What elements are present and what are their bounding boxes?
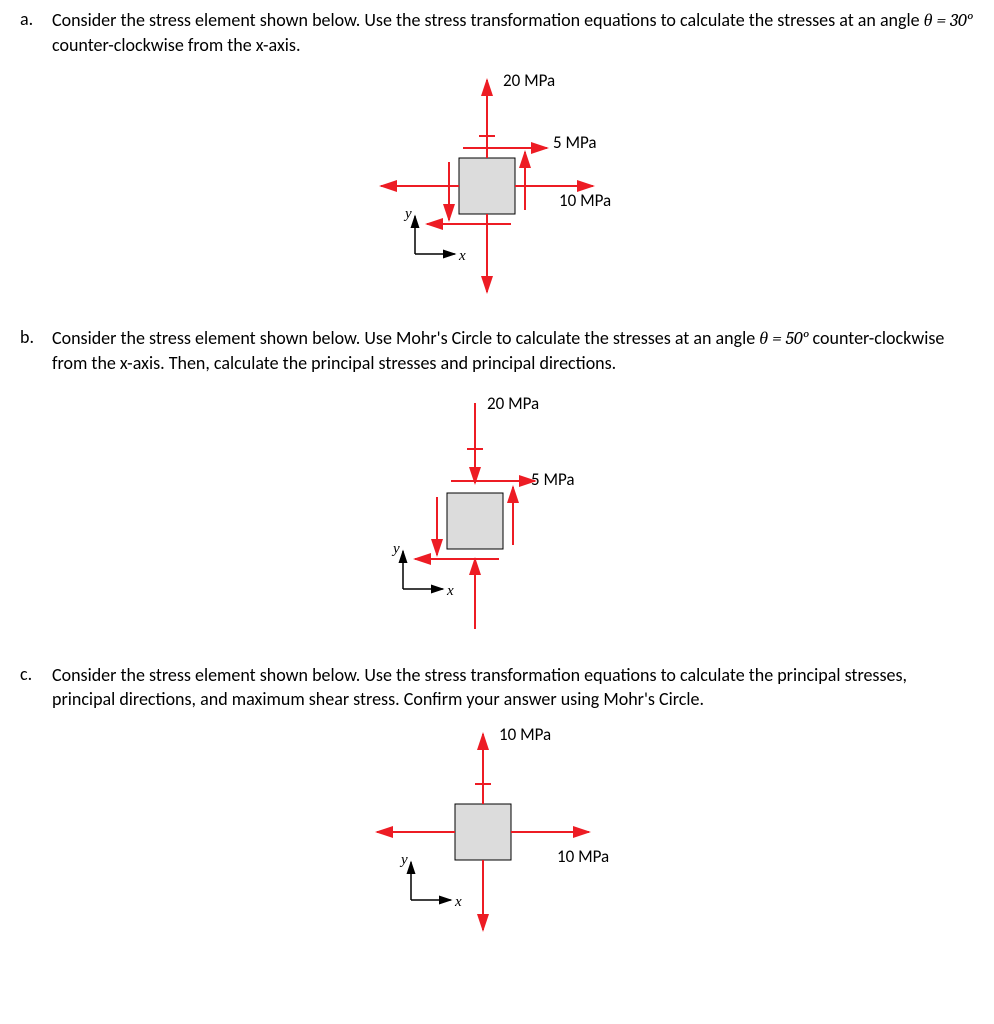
axis-x-label-b: x bbox=[446, 583, 454, 599]
stress-element-box-c bbox=[455, 804, 511, 860]
axis-y-label-c: y bbox=[399, 852, 408, 868]
problem-b-text: Consider the stress element shown below.… bbox=[52, 326, 974, 376]
stress-element-box-b bbox=[447, 493, 503, 549]
sigma-y-label-b: 20 MPa bbox=[487, 393, 539, 414]
sigma-x-label: 10 MPa bbox=[559, 190, 611, 211]
problem-a: a. Consider the stress element shown bel… bbox=[20, 8, 974, 58]
problem-c-label: c. bbox=[20, 663, 52, 712]
problem-a-text: Consider the stress element shown below.… bbox=[52, 8, 974, 58]
problem-a-text-1: Consider the stress element shown below.… bbox=[52, 9, 924, 31]
problem-b-theta: θ = 50° bbox=[759, 328, 808, 349]
sigma-x-label-c: 10 MPa bbox=[557, 846, 609, 867]
problem-a-text-2: counter-clockwise from the x-axis. bbox=[52, 34, 301, 56]
sigma-y-label-c: 10 MPa bbox=[499, 724, 551, 745]
diagram-b: x y 20 MPa 5 MPa bbox=[20, 385, 974, 645]
diagram-b-svg: x y 20 MPa 5 MPa bbox=[317, 385, 677, 645]
axis-y-label: y bbox=[403, 206, 412, 222]
diagram-c: x y 10 MPa 10 MPa bbox=[20, 722, 974, 942]
axis-y-label-b: y bbox=[391, 541, 400, 557]
diagram-a: x y 20 MPa 5 MPa 10 MPa bbox=[20, 68, 974, 308]
problem-c-text: Consider the stress element shown below.… bbox=[52, 663, 974, 712]
stress-element-box bbox=[459, 158, 515, 214]
problem-b-text-1: Consider the stress element shown below.… bbox=[52, 327, 759, 349]
problem-b-label: b. bbox=[20, 326, 52, 376]
sigma-y-label: 20 MPa bbox=[503, 70, 555, 91]
problem-a-label: a. bbox=[20, 8, 52, 58]
diagram-a-svg: x y 20 MPa 5 MPa 10 MPa bbox=[287, 68, 707, 308]
problem-b: b. Consider the stress element shown bel… bbox=[20, 326, 974, 376]
problem-c-text-1: Consider the stress element shown below.… bbox=[52, 664, 907, 710]
problem-c: c. Consider the stress element shown bel… bbox=[20, 663, 974, 712]
axis-x-label-c: x bbox=[454, 894, 462, 910]
diagram-c-svg: x y 10 MPa 10 MPa bbox=[287, 722, 707, 942]
axis-x-label: x bbox=[458, 248, 466, 264]
problem-a-theta: θ = 30° bbox=[924, 10, 973, 31]
tau-label: 5 MPa bbox=[553, 132, 597, 153]
tau-label-b: 5 MPa bbox=[531, 469, 575, 490]
